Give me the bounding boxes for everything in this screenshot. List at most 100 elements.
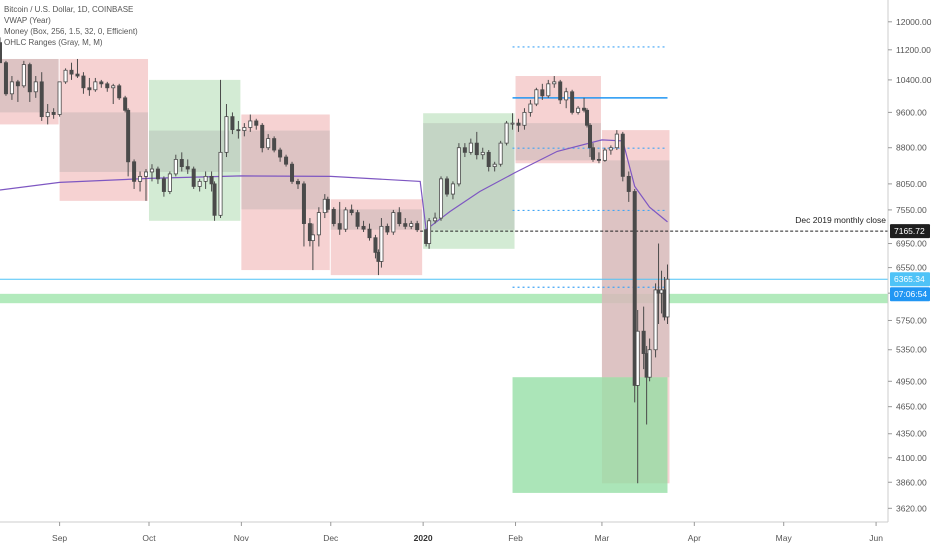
candle-body-93 <box>534 89 539 105</box>
y-tick-label-5: 8050.00 <box>896 179 927 189</box>
candle-body-106 <box>602 149 607 161</box>
legend-vwap: VWAP (Year) <box>4 16 51 25</box>
y-tick-label-13: 4650.00 <box>896 402 927 412</box>
month-range-box-3 <box>241 114 330 271</box>
x-tick-label-7: Apr <box>688 533 701 543</box>
candle-body-65 <box>373 237 378 253</box>
x-tick-label-5: Feb <box>508 533 523 543</box>
candle-body-28 <box>161 178 166 192</box>
x-tick-label-0: Sep <box>52 533 67 543</box>
candle-body-36 <box>209 175 214 185</box>
candle-body-35 <box>203 175 208 182</box>
candle-body-11 <box>63 69 68 83</box>
candle-body-43 <box>248 120 253 128</box>
candle-body-79 <box>450 183 455 195</box>
month-body-box-3 <box>241 130 330 210</box>
candle-body-99 <box>570 91 575 113</box>
candle-body-108 <box>614 133 619 149</box>
candle-body-67 <box>379 225 384 262</box>
candle-body-14 <box>81 75 86 89</box>
candle-body-100 <box>576 107 581 113</box>
candle-body-8 <box>45 111 50 118</box>
candle-body-33 <box>191 168 196 187</box>
month-body-box-6 <box>515 123 601 161</box>
candle-body-17 <box>99 81 104 85</box>
candle-body-61 <box>349 209 354 214</box>
legend-ohlc: OHLC Ranges (Gray, M, M) <box>4 38 103 47</box>
candle-body-84 <box>480 151 485 156</box>
candle-body-63 <box>361 225 366 230</box>
candle-body-4 <box>21 64 26 87</box>
candle-body-102 <box>585 109 590 126</box>
candle-body-44 <box>254 120 259 126</box>
candle-body-9 <box>51 111 56 115</box>
candle-body-50 <box>290 163 295 182</box>
candle-body-60 <box>343 209 348 230</box>
candle-body-71 <box>403 223 408 227</box>
candle-body-45 <box>260 124 265 149</box>
y-tick-label-7: 6950.00 <box>896 239 927 249</box>
candle-body-98 <box>564 91 569 101</box>
candle-body-105 <box>596 159 601 161</box>
x-tick-label-8: May <box>776 533 793 543</box>
candle-body-0 <box>0 42 3 64</box>
candle-body-29 <box>167 173 172 192</box>
candle-body-54 <box>310 234 315 242</box>
candle-body-103 <box>588 124 593 149</box>
candle-body-111 <box>632 191 637 386</box>
candle-body-70 <box>397 212 402 224</box>
annotations: Dec 2019 monthly close <box>795 215 886 225</box>
candle-body-32 <box>185 166 190 170</box>
chart-legend: Bitcoin / U.S. Dollar, 1D, COINBASE VWAP… <box>4 4 138 48</box>
candle-body-107 <box>608 147 613 151</box>
candle-body-62 <box>355 212 360 227</box>
candle-body-27 <box>155 168 160 180</box>
candle-body-26 <box>149 168 154 173</box>
candle-body-81 <box>462 147 467 153</box>
candle-body-25 <box>144 171 149 177</box>
x-tick-label-6: Mar <box>595 533 610 543</box>
candle-body-49 <box>284 156 289 165</box>
candle-body-89 <box>510 122 515 125</box>
candle-body-90 <box>516 122 521 126</box>
candle-body-41 <box>236 129 241 132</box>
last-price-badge-bg <box>890 272 930 287</box>
candle-body-85 <box>486 151 491 168</box>
x-axis-panel <box>0 522 932 550</box>
legend-money: Money (Box, 256, 1.5, 32, 0, Efficient) <box>4 27 138 36</box>
candle-body-59 <box>337 223 342 230</box>
candle-body-80 <box>456 147 461 185</box>
candle-body-76 <box>433 217 438 222</box>
last-price-badge: 6365.34 <box>894 274 925 284</box>
candle-body-18 <box>105 83 110 89</box>
candle-body-83 <box>474 142 479 156</box>
y-tick-label-1: 11200.00 <box>896 45 931 55</box>
candle-body-10 <box>57 81 62 115</box>
candle-body-92 <box>528 103 533 113</box>
candle-body-104 <box>590 147 595 160</box>
y-tick-label-6: 7550.00 <box>896 205 927 215</box>
candle-body-21 <box>123 97 128 111</box>
monthly-close-annotation: Dec 2019 monthly close <box>795 215 886 225</box>
monthly-boxes <box>0 58 888 493</box>
y-tick-label-17: 3620.00 <box>896 503 927 513</box>
candle-body-30 <box>173 159 178 175</box>
candle-body-47 <box>272 138 277 151</box>
x-tick-label-3: Dec <box>323 533 339 543</box>
candle-body-22 <box>126 109 131 163</box>
candle-body-24 <box>138 175 143 182</box>
candle-body-69 <box>391 212 396 233</box>
candle-body-42 <box>242 127 247 131</box>
y-tick-label-4: 8800.00 <box>896 143 927 153</box>
candle-body-52 <box>301 183 306 224</box>
candle-body-37 <box>212 183 217 216</box>
candle-body-2 <box>9 81 14 95</box>
candle-body-73 <box>415 223 420 231</box>
candle-body-82 <box>468 142 473 153</box>
candle-body-115 <box>647 349 652 378</box>
candle-body-34 <box>197 180 202 187</box>
x-tick-label-9: Jun <box>869 533 883 543</box>
x-tick-label-2: Nov <box>234 533 250 543</box>
candle-body-7 <box>39 81 44 118</box>
